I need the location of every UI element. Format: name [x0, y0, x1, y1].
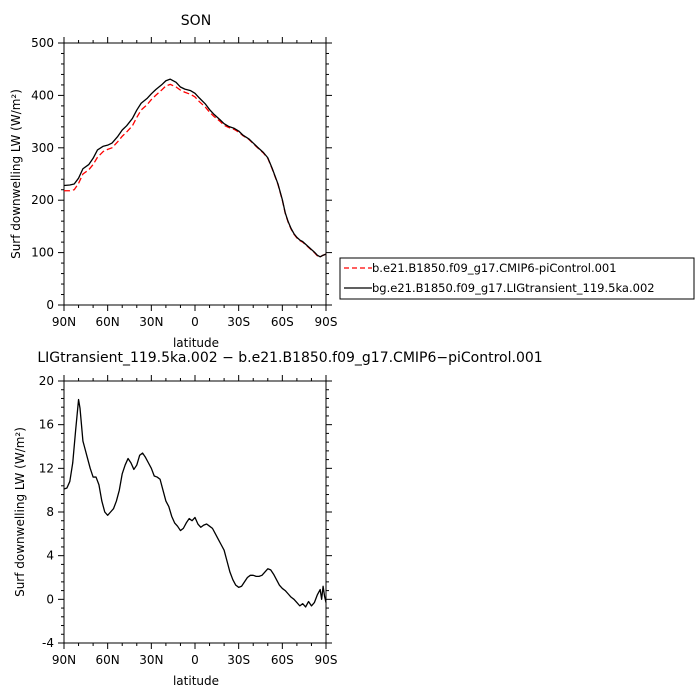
panel-1-x-axis-label: latitude [173, 336, 219, 350]
panel-1-x-tick-label: 60N [96, 315, 120, 329]
panel-2-y-tick-label: 12 [39, 461, 54, 475]
panel-difference: LIGtransient_119.5ka.002 − b.e21.B1850.f… [13, 350, 543, 688]
panel-1-series [63, 78, 327, 258]
panel-1-x-tick-label: 30S [227, 315, 250, 329]
panel-2-title: LIGtransient_119.5ka.002 − b.e21.B1850.f… [37, 350, 542, 366]
panel-2-y-tick-label: 0 [46, 592, 54, 606]
legend: b.e21.B1850.f09_g17.CMIP6-piControl.001 … [339, 257, 695, 300]
panel-1-x-tick-label: 60S [271, 315, 294, 329]
panel-2-y-axis-label: Surf downwelling LW (W/m²) [13, 427, 27, 597]
panel-1-y-tick-label: 500 [31, 36, 54, 50]
panel-2-y-tick-label: 20 [39, 374, 54, 388]
panel-1-y-tick-label: 400 [31, 88, 54, 102]
panel-1-y-tick-label: 100 [31, 246, 54, 260]
legend-label-picontrol: b.e21.B1850.f09_g17.CMIP6-piControl.001 [372, 261, 617, 275]
panel-2-x-tick-label: 90S [315, 653, 338, 667]
panel-1-x-ticks: 90N 60N 30N 0 30S 60S 90S [52, 37, 338, 329]
panel-1-x-tick-label: 0 [191, 315, 199, 329]
panel-2-x-tick-label: 90N [52, 653, 76, 667]
panel-1-y-tick-label: 200 [31, 193, 54, 207]
panel-2-x-tick-label: 30N [139, 653, 163, 667]
panel-1-series-line-1 [64, 83, 327, 258]
panel-2-x-tick-label: 0 [191, 653, 199, 667]
panel-2-x-axis-label: latitude [173, 674, 219, 688]
panel-2-x-tick-label: 60N [96, 653, 120, 667]
panel-1-y-ticks: 0 100 200 300 400 500 [31, 36, 332, 312]
panel-2-series-line-1 [63, 398, 327, 608]
panel-2-y-tick-label: 8 [46, 505, 54, 519]
panel-2-y-tick-label: 16 [39, 418, 54, 432]
panel-2-y-tick-label: 4 [46, 549, 54, 563]
panel-1-title: SON [181, 13, 211, 29]
legend-label-ligtransient: bg.e21.B1850.f09_g17.LIGtransient_119.5k… [372, 281, 655, 295]
panel-1-y-axis-label: Surf downwelling LW (W/m²) [9, 89, 23, 259]
panel-1-y-tick-label: 300 [31, 141, 54, 155]
panel-2-y-tick-label: -4 [42, 636, 54, 650]
panel-1-y-tick-label: 0 [46, 298, 54, 312]
panel-2-y-ticks: -4 0 4 8 12 16 20 [39, 374, 332, 650]
panel-2-x-tick-label: 30S [227, 653, 250, 667]
legend-box [339, 257, 695, 300]
panel-1-series-line-2 [63, 78, 327, 258]
panel-2-series [63, 398, 327, 608]
panel-1-frame [63, 42, 327, 306]
panel-1-x-tick-label: 30N [139, 315, 163, 329]
panel-2-x-ticks: 90N 60N 30N 0 30S 60S 90S [52, 375, 338, 667]
panel-son: SON 0 100 200 300 400 500 90N 60N 30N 0 30S 60S 90S… [9, 13, 337, 350]
panel-2-frame [63, 380, 327, 644]
panel-2-x-tick-label: 60S [271, 653, 294, 667]
panel-1-x-tick-label: 90N [52, 315, 76, 329]
panel-1-x-tick-label: 90S [315, 315, 338, 329]
